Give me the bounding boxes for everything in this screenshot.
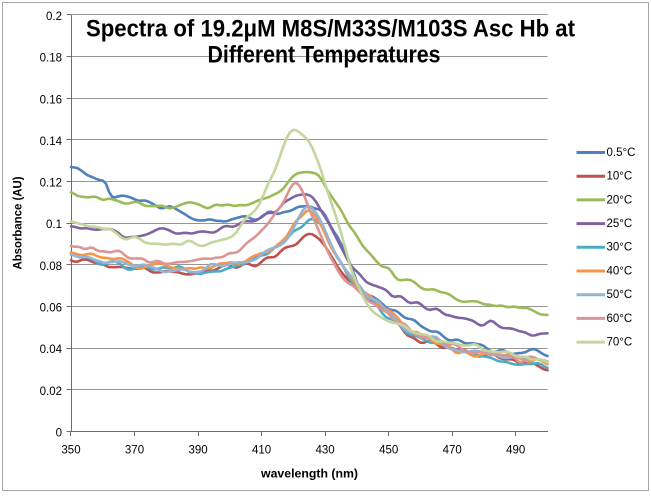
svg-text:20°C: 20°C [607,194,633,206]
svg-text:50°C: 50°C [607,289,633,301]
svg-text:0.02: 0.02 [40,386,62,398]
svg-text:0.08: 0.08 [40,261,62,273]
svg-text:0: 0 [56,428,62,440]
svg-text:10°C: 10°C [607,171,633,183]
svg-text:Spectra of 19.2μM M8S/M33S/M10: Spectra of 19.2μM M8S/M33S/M103S Asc Hb … [86,15,575,42]
svg-text:350: 350 [61,445,80,457]
svg-text:60°C: 60°C [607,313,633,325]
svg-text:0.1: 0.1 [46,219,62,231]
svg-text:0.18: 0.18 [40,53,62,65]
svg-text:0.06: 0.06 [40,303,62,315]
svg-text:430: 430 [316,445,335,457]
svg-text:0.5°C: 0.5°C [607,147,636,159]
svg-text:470: 470 [443,445,462,457]
svg-text:0.04: 0.04 [40,344,63,356]
svg-text:30°C: 30°C [607,242,633,254]
svg-text:40°C: 40°C [607,265,633,277]
svg-text:0.16: 0.16 [40,94,62,106]
svg-text:Different Temperatures: Different Temperatures [208,42,441,69]
svg-text:Absorbance (AU): Absorbance (AU) [13,176,25,269]
svg-text:70°C: 70°C [607,337,633,349]
svg-text:0.12: 0.12 [40,178,62,190]
svg-text:wavelength (nm): wavelength (nm) [260,469,358,481]
svg-text:490: 490 [506,445,525,457]
svg-text:450: 450 [379,445,398,457]
svg-text:370: 370 [125,445,144,457]
svg-text:25°C: 25°C [607,218,633,230]
svg-text:390: 390 [189,445,208,457]
svg-text:0.2: 0.2 [46,11,62,23]
svg-text:410: 410 [252,445,271,457]
svg-text:0.14: 0.14 [40,136,63,148]
